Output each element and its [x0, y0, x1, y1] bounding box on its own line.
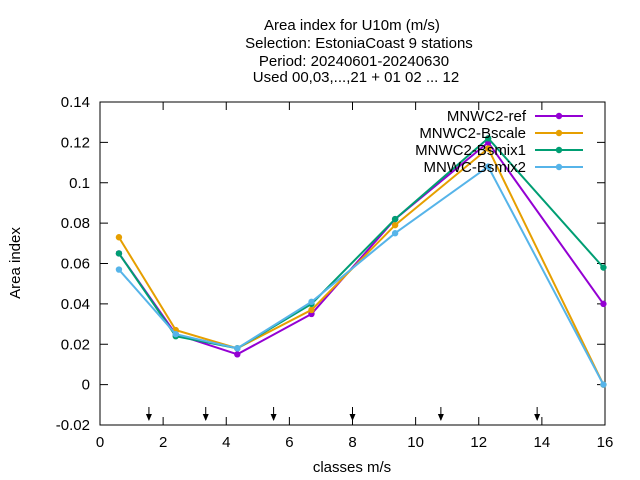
chart-title-line-2: Selection: EstoniaCoast 9 stations — [245, 35, 473, 52]
y-tick-label: 0.02 — [61, 336, 90, 353]
legend-marker — [555, 112, 563, 120]
legend-marker — [555, 163, 563, 171]
chart-title-line-1: Area index for U10m (m/s) — [264, 17, 440, 34]
x-tick-label: 10 — [407, 434, 424, 451]
down-arrow-icon — [349, 407, 356, 421]
down-arrow-icon — [145, 407, 152, 421]
down-arrow-icon — [202, 407, 209, 421]
x-tick-label: 0 — [96, 434, 104, 451]
chart-title-line-4: Used 00,03,...,21 + 01 02 ... 12 — [253, 69, 459, 86]
legend-marker — [555, 146, 563, 154]
y-tick-label: -0.02 — [56, 417, 90, 434]
y-axis-label: Area index — [7, 227, 24, 299]
data-point — [391, 230, 399, 237]
x-tick-label: 14 — [534, 434, 551, 451]
data-point — [308, 306, 315, 314]
series-line — [118, 165, 605, 386]
data-point — [172, 330, 179, 338]
data-point — [234, 351, 241, 358]
series-mnwc2-bscale — [115, 145, 607, 388]
data-point — [115, 250, 123, 257]
x-tick-label: 6 — [285, 434, 293, 451]
legend-item: MNWC2-ref — [447, 108, 583, 125]
x-tick-label: 16 — [597, 434, 614, 451]
x-tick-label: 8 — [348, 434, 356, 451]
data-point — [600, 264, 607, 271]
legend: MNWC2-refMNWC2-BscaleMNWC2-Bsmix1MNWC-Bs… — [415, 108, 583, 176]
data-point — [600, 300, 607, 308]
y-tick-label: 0 — [82, 377, 90, 394]
legend-label: MNWC2-Bscale — [419, 125, 526, 142]
down-arrow-icon — [270, 407, 277, 421]
series-mnwc2-ref — [115, 139, 607, 358]
series-mnwc-bsmix2 — [115, 163, 607, 388]
class-boundary-arrows — [145, 407, 541, 421]
axes: -0.02 0 0.02 0.04 0.06 0.08 0.1 0.12 0.14 0 2 4 6 8 10… — [56, 94, 614, 451]
legend-label: MNWC2-ref — [447, 108, 527, 125]
y-tick-label: 0.14 — [61, 94, 90, 111]
legend-label: MNWC2-Bsmix1 — [415, 142, 526, 159]
y-tick-label: 0.12 — [61, 134, 90, 151]
series-mnwc2-bsmix1 — [115, 135, 607, 352]
legend-item: MNWC2-Bsmix1 — [415, 142, 583, 159]
series-line — [118, 136, 605, 350]
x-tick-label: 2 — [159, 434, 167, 451]
data-point — [485, 145, 492, 152]
series-layer — [115, 135, 607, 388]
x-tick-label: 4 — [222, 434, 230, 451]
data-point — [115, 234, 123, 241]
data-point — [485, 163, 492, 170]
series-line — [118, 146, 605, 386]
y-tick-label: 0.06 — [61, 256, 90, 273]
x-axis-label: classes m/s — [313, 459, 391, 476]
chart-title-block: Area index for U10m (m/s) Selection: Est… — [245, 17, 473, 86]
legend-marker — [555, 129, 563, 137]
down-arrow-icon — [437, 407, 444, 421]
data-point — [391, 221, 399, 229]
data-point — [234, 345, 241, 352]
legend-item: MNWC2-Bscale — [419, 125, 583, 142]
data-point — [600, 381, 607, 388]
data-point — [391, 215, 399, 223]
data-point — [308, 298, 315, 306]
legend-label: MNWC-Bsmix2 — [424, 159, 527, 176]
data-point — [485, 135, 492, 142]
y-tick-label: 0.08 — [61, 215, 90, 232]
y-tick-label: 0.04 — [61, 296, 90, 313]
chart-title-line-3: Period: 20240601-20240630 — [259, 53, 449, 70]
data-point — [115, 266, 123, 273]
down-arrow-icon — [534, 407, 541, 421]
y-tick-label: 0.1 — [69, 175, 90, 192]
x-tick-label: 12 — [470, 434, 487, 451]
legend-item: MNWC-Bsmix2 — [424, 159, 583, 176]
